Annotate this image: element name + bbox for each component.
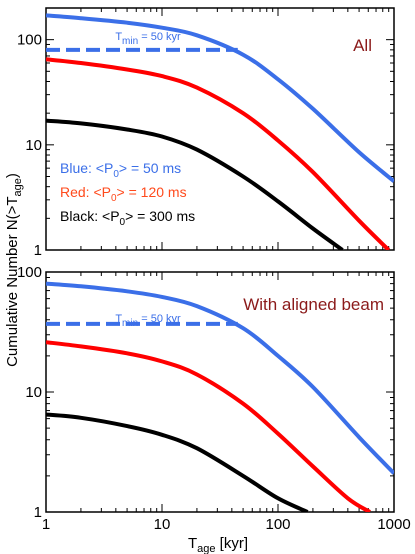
legend-entry-3: Black: <P0> = 300 ms <box>60 208 195 228</box>
chart-panels: 1 10 100 Tmin = 50 kyr All Blue: <P0> = 50 ms… <box>17 7 411 533</box>
legend-entry-2: Red: <P0> = 120 ms <box>60 184 187 204</box>
x-tick-label: 10 <box>154 516 171 533</box>
plot-frame <box>45 7 395 251</box>
series-line-2 <box>46 57 391 250</box>
series-line-3 <box>46 412 309 512</box>
panel-annotation: All <box>353 36 372 55</box>
legend-entry-1: Blue: <P0> = 50 ms <box>60 160 181 180</box>
panel-2: 1 10 100 1 10 100 1000 Tmin = 50 kyr With aligne… <box>17 264 411 533</box>
y-tick-label: 100 <box>17 32 42 49</box>
y-tick-label: 100 <box>17 264 42 281</box>
y-tick-label: 10 <box>25 137 42 154</box>
tick-marks <box>45 7 394 251</box>
series-line-1 <box>46 281 394 475</box>
y-tick-label: 1 <box>34 504 42 521</box>
tick-marks <box>45 272 394 513</box>
y-tick-label: 10 <box>25 384 42 401</box>
series-line-2 <box>46 340 371 512</box>
panel-annotation: With aligned beam <box>243 295 384 314</box>
series-line-1 <box>46 13 394 183</box>
y-tick-label: 1 <box>34 242 42 259</box>
x-tick-label: 1 <box>42 516 50 533</box>
tmin-label: Tmin = 50 kyr <box>115 31 181 47</box>
tmin-label: Tmin = 50 kyr <box>115 313 181 329</box>
x-tick-label: 1000 <box>377 516 410 533</box>
panel-1: 1 10 100 Tmin = 50 kyr All Blue: <P0> = 50 ms… <box>17 7 395 259</box>
series-line-3 <box>46 118 344 250</box>
y-axis-label: Cumulative Number N(>Tage) <box>4 173 24 367</box>
x-tick-label: 100 <box>265 516 290 533</box>
x-axis-label: Tage [kyr] <box>188 535 248 554</box>
